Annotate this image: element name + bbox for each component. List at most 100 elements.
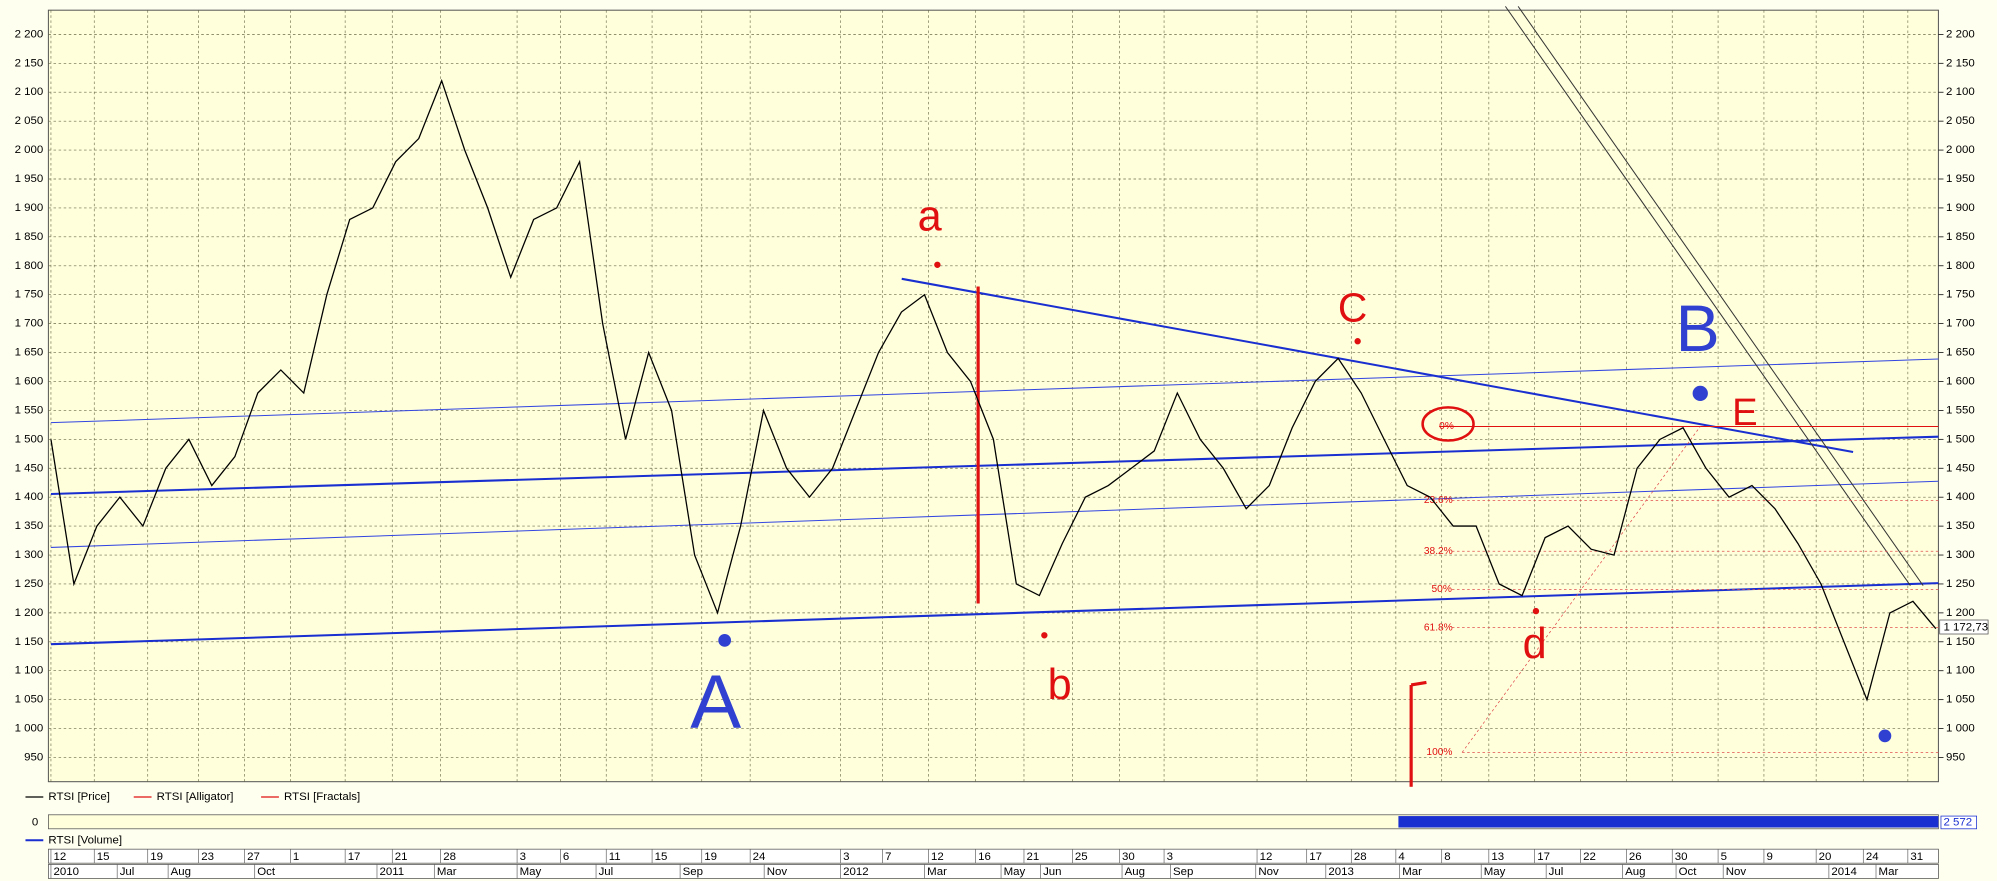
y-tick-label: 950 [24, 752, 43, 764]
x-tick-label: 19 [150, 851, 163, 863]
y-tick-label: 1 300 [1946, 549, 1975, 561]
trendline [1517, 6, 1924, 586]
dot [718, 634, 732, 647]
y-tick-label: 1 850 [1946, 231, 1975, 243]
marker-line [1410, 680, 1427, 687]
x-tick-label: 7 [885, 851, 891, 863]
y-tick-label: 1 650 [1946, 347, 1975, 359]
x-month-label: Jun [1043, 866, 1061, 878]
trendline [50, 358, 1939, 424]
annotation: a [918, 192, 943, 240]
y-tick-label: 1 550 [1946, 404, 1975, 416]
y-tick-label: 1 400 [15, 491, 44, 503]
x-tick-label: 8 [1444, 851, 1450, 863]
x-month-label: Aug [171, 866, 191, 878]
y-tick-label: 2 100 [15, 86, 44, 98]
x-month-label: Nov [767, 866, 788, 878]
y-tick-label: 2 050 [1946, 115, 1975, 127]
x-axis-days [48, 848, 1939, 864]
x-month-label: Nov [1258, 866, 1279, 878]
x-month-label: Jul [1549, 866, 1564, 878]
y-tick-label: 1 500 [15, 433, 44, 445]
x-month-label: Jul [120, 866, 135, 878]
y-tick-label: 1 100 [1946, 665, 1975, 677]
x-month-label: Jul [599, 866, 614, 878]
legend-label: RTSI [Fractals] [284, 791, 360, 803]
y-tick-label: 1 500 [1946, 433, 1975, 445]
y-tick-label: 1 200 [15, 607, 44, 619]
x-tick-label: 3 [843, 851, 849, 863]
y-tick-label: 1 250 [15, 578, 44, 590]
circle-mark [1421, 406, 1475, 442]
y-tick-label: 1 450 [1946, 462, 1975, 474]
x-tick-label: 28 [443, 851, 456, 863]
y-tick-label: 2 200 [15, 28, 44, 40]
x-month-label: 2010 [53, 866, 78, 878]
x-month-label: 2012 [843, 866, 868, 878]
y-tick-label: 1 000 [1946, 723, 1975, 735]
legend-bar [0, 786, 1997, 808]
fib-lines [1451, 426, 1939, 753]
x-month-label: Sep [683, 866, 703, 878]
y-tick-label: 1 600 [15, 376, 44, 388]
y-tick-label: 1 750 [1946, 289, 1975, 301]
volume-bars [1398, 816, 1939, 828]
y-tick-label: 1 850 [15, 231, 44, 243]
x-tick-label: 1 [293, 851, 299, 863]
x-tick-label: 27 [247, 851, 260, 863]
volume-tick: 0 [32, 816, 38, 828]
fib-labels: 0% 23.6% 38.2% 50% 61.8% 100% [1424, 421, 1454, 758]
x-month-label: 2014 [1831, 866, 1857, 878]
x-month-label: Mar [1879, 866, 1899, 878]
x-tick-label: 16 [978, 851, 991, 863]
x-tick-label: 4 [1398, 851, 1405, 863]
x-tick-label: 23 [201, 851, 214, 863]
y-tick-label: 1 350 [15, 520, 44, 532]
dot [1878, 729, 1892, 743]
x-tick-label: 15 [655, 851, 668, 863]
y-tick-label: 1 050 [1946, 694, 1975, 706]
trendline [50, 435, 1939, 495]
x-tick-label: 6 [563, 851, 569, 863]
trendline [1504, 6, 1911, 586]
annotation: d [1523, 620, 1547, 668]
annotation: E [1732, 391, 1757, 434]
x-month-label: Sep [1173, 866, 1193, 878]
volume-value: 2 572 [1944, 816, 1973, 828]
trendline [901, 277, 1854, 453]
y-tick-label: 1 750 [15, 289, 44, 301]
legend-label: RTSI [Alligator] [157, 791, 234, 803]
y-tick-label: 2 150 [15, 57, 44, 69]
x-month-label: Aug [1625, 866, 1645, 878]
x-month-label: May [1004, 866, 1026, 878]
x-tick-label: 22 [1583, 851, 1596, 863]
y-tick-label: 1 900 [15, 202, 44, 214]
x-tick-label: 28 [1354, 851, 1367, 863]
y-tick-label: 1 600 [1946, 376, 1975, 388]
x-tick-label: 12 [931, 851, 944, 863]
x-tick-label: 30 [1675, 851, 1688, 863]
x-tick-label: 21 [395, 851, 408, 863]
x-axis: 12 15 19 23 27 1 17 21 28 3 6 11 15 19 24 3 7 12 16 21 25 30 3… [50, 849, 1923, 879]
x-tick-label: 12 [53, 851, 66, 863]
price-box [1939, 619, 1989, 635]
y-tick-label: 1 150 [1946, 636, 1975, 648]
fib-label: 100% [1426, 747, 1452, 758]
x-tick-label: 25 [1075, 851, 1088, 863]
y-tick-label: 1 550 [15, 404, 44, 416]
y-tick-label: 1 100 [15, 665, 44, 677]
y-tick-label: 1 650 [15, 347, 44, 359]
y-tick-label: 2 000 [15, 144, 44, 156]
trendline [50, 582, 1939, 646]
x-tick-label: 3 [520, 851, 526, 863]
x-axis-months [48, 864, 1939, 879]
y-tick-label: 950 [1946, 752, 1965, 764]
trendline [50, 480, 1939, 548]
dot [1692, 385, 1708, 402]
annotation: A [690, 660, 741, 745]
last-price: 1 172,73 [1944, 622, 1989, 634]
x-tick-label: 24 [1866, 851, 1879, 863]
x-tick-label: 9 [1766, 851, 1772, 863]
volume-box [1940, 815, 1978, 830]
